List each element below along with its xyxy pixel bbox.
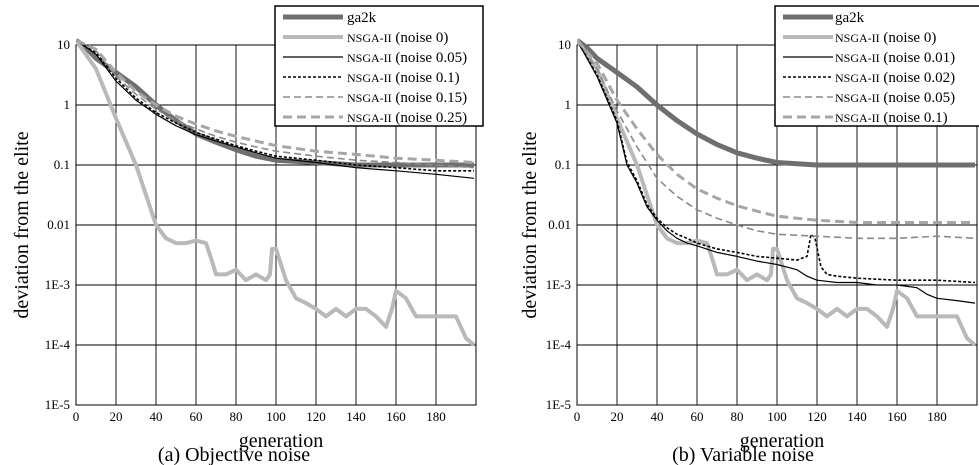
- legend-entry: NSGA-II (noise 0.15): [347, 90, 467, 106]
- y-tick-label: 1E-3: [546, 277, 571, 292]
- legend-frame: [774, 5, 979, 127]
- series-line: [577, 38, 975, 168]
- x-tick-label: 60: [190, 409, 203, 424]
- y-tick-label: 0.1: [555, 157, 571, 172]
- x-tick-label: 0: [574, 409, 581, 424]
- x-tick-label: 40: [150, 409, 163, 424]
- legend-entry: ga2k: [835, 10, 865, 26]
- y-tick-label: 1: [64, 97, 71, 112]
- chart-variable-noise: 0 20 40 60 80 100 120 140 160 180 1E-5 1E-4 1E-3 0.01…: [519, 5, 979, 465]
- legend-entry: NSGA-II (noise 0.02): [835, 70, 955, 86]
- x-tick-label: 0: [73, 409, 80, 424]
- x-tick-label: 120: [306, 409, 326, 424]
- legend: ga2k NSGA-II (noise 0) NSGA-II (noise 0.01…: [774, 5, 979, 127]
- x-tick-label: 20: [110, 409, 123, 424]
- legend-entry: NSGA-II (noise 0): [347, 30, 448, 46]
- y-tick-label: 1E-3: [45, 277, 70, 292]
- y-tick-label: 0.01: [548, 217, 571, 232]
- legend-entry: NSGA-II (noise 0.1): [347, 70, 460, 86]
- series-line: [577, 39, 976, 304]
- legend-frame: [274, 5, 484, 127]
- series-line: [76, 39, 476, 347]
- chart-caption: (b) Variable noise: [672, 444, 814, 465]
- series-line: [76, 39, 474, 172]
- series-line: [577, 39, 975, 224]
- legend-entry: NSGA-II (noise 0.05): [835, 90, 955, 106]
- series-line: [577, 39, 977, 347]
- chart-caption: (a) Objective noise: [158, 444, 310, 465]
- y-tick-label: 1E-4: [45, 337, 71, 352]
- chart-objective-noise: 0 20 40 60 80 100 120 140 160 180 1E-5 1E-4 1E-3 0.01…: [11, 5, 484, 465]
- x-tick-label: 100: [767, 409, 787, 424]
- y-axis-label: deviation from the elite: [11, 131, 33, 318]
- series-line: [76, 39, 475, 169]
- x-tick-label: 160: [386, 409, 406, 424]
- x-tick-label: 180: [927, 409, 947, 424]
- y-tick-label: 10: [57, 37, 70, 52]
- x-tick-label: 40: [651, 409, 664, 424]
- y-tick-label: 1E-5: [546, 397, 571, 412]
- legend-entry: NSGA-II (noise 0.01): [835, 50, 955, 66]
- series-line: [577, 39, 976, 284]
- y-tick-label: 1E-4: [546, 337, 572, 352]
- series-group: [577, 38, 977, 347]
- x-tick-label: 160: [887, 409, 907, 424]
- x-tick-label: 180: [426, 409, 446, 424]
- x-tick-label: 140: [847, 409, 867, 424]
- series-line: [577, 39, 976, 240]
- y-tick-label: 1: [565, 97, 572, 112]
- y-tick-label: 1E-5: [45, 397, 70, 412]
- x-tick-label: 80: [731, 409, 744, 424]
- y-tick-label: 10: [558, 37, 571, 52]
- series-line: [76, 39, 475, 179]
- y-tick-label: 0.1: [54, 157, 70, 172]
- y-axis-label: deviation from the elite: [519, 131, 541, 318]
- x-tick-label: 100: [266, 409, 286, 424]
- legend: ga2k NSGA-II (noise 0) NSGA-II (noise 0.05…: [274, 5, 484, 127]
- series-group: [76, 38, 476, 347]
- legend-entry: NSGA-II (noise 0.25): [347, 110, 467, 126]
- x-tick-label: 140: [346, 409, 366, 424]
- x-tick-label: 120: [807, 409, 827, 424]
- y-tick-label: 0.01: [47, 217, 70, 232]
- legend-entry: ga2k: [347, 10, 377, 26]
- x-tick-label: 80: [230, 409, 243, 424]
- legend-entry: NSGA-II (noise 0.1): [835, 110, 948, 126]
- x-tick-label: 20: [611, 409, 624, 424]
- legend-entry: NSGA-II (noise 0.05): [347, 50, 467, 66]
- x-tick-label: 60: [691, 409, 704, 424]
- x-axis-label: generation: [740, 430, 824, 452]
- legend-entry: NSGA-II (noise 0): [835, 30, 936, 46]
- x-axis-label: generation: [239, 430, 323, 452]
